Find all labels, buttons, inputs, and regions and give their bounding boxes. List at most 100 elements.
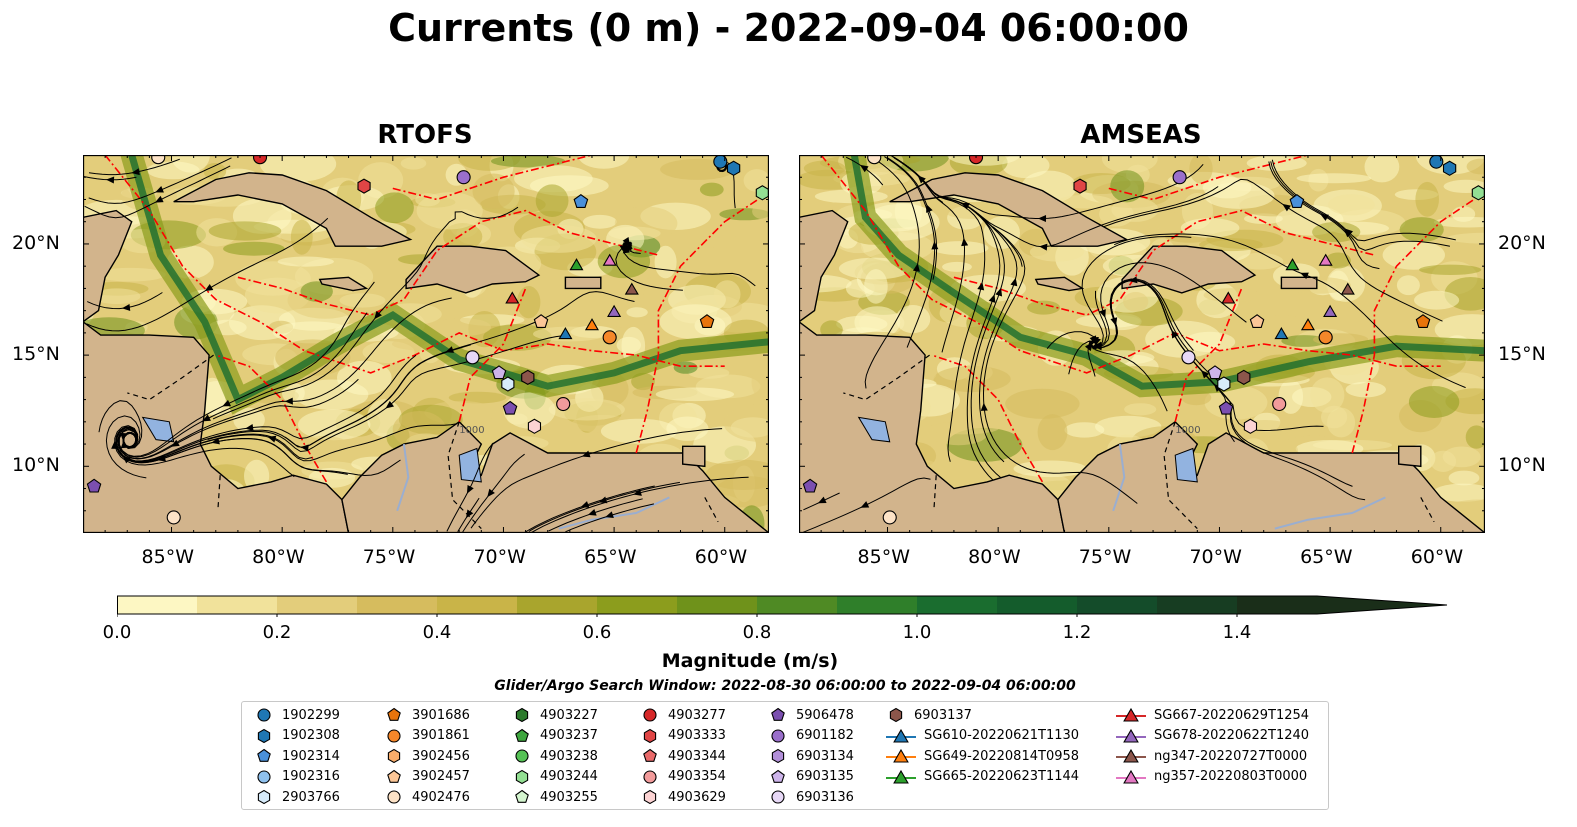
float-marker (1289, 194, 1305, 208)
float-marker (1340, 282, 1355, 295)
streamline-arrow (1171, 329, 1179, 339)
legend-item: 1902314 (254, 746, 340, 766)
colorbar-tick-label: 0.0 (102, 622, 132, 643)
colorbar-extend-arrow (1317, 596, 1447, 614)
lake (458, 447, 482, 483)
current-magnitude-patch (703, 228, 737, 249)
current-magnitude-patch (1236, 252, 1284, 270)
colorbar-segment (677, 596, 758, 614)
caribbean-current-core (128, 155, 769, 405)
legend-label: 6903134 (796, 748, 854, 764)
current-magnitude-patch (1013, 460, 1088, 478)
eez-boundary (635, 198, 759, 454)
land-cuba (889, 172, 1129, 247)
legend-label: 2903766 (282, 789, 340, 805)
streamline-arrow (222, 399, 232, 407)
legend-item: 4903255 (512, 787, 598, 807)
current-magnitude-patch (1263, 315, 1304, 334)
legend-marker-icon (387, 748, 401, 764)
current-magnitude-patch (1399, 217, 1444, 243)
eez-boundary (1108, 155, 1309, 201)
legend-item: ng347-20220727T0000 (1116, 746, 1307, 766)
streamline-arrow (267, 435, 277, 443)
legend-marker-icon (886, 769, 916, 784)
current-magnitude-patch (92, 288, 141, 304)
current-magnitude-patch (752, 203, 769, 220)
float-marker (1221, 291, 1236, 304)
legend-item: SG665-20220623T1144 (886, 767, 1079, 787)
float-marker (1300, 318, 1315, 331)
current-magnitude-patch (95, 267, 166, 282)
current-magnitude-patch (699, 182, 724, 197)
float-marker (527, 418, 542, 434)
legend-label: SG678-20220622T1240 (1154, 728, 1310, 743)
float-marker (1415, 314, 1431, 328)
land-yucatan (799, 155, 849, 323)
legend-label: 6901182 (796, 728, 854, 743)
current-magnitude-patch (1124, 403, 1157, 416)
legend-label: 1902299 (282, 707, 340, 723)
colorbar-segment (1157, 596, 1238, 614)
current-magnitude-patch (223, 241, 285, 256)
current-magnitude-patch (535, 184, 569, 217)
float-marker (1442, 160, 1457, 176)
float-marker (1272, 396, 1287, 412)
float-marker (533, 314, 549, 328)
current-magnitude-patch (931, 241, 989, 256)
streamline-arrow (980, 402, 988, 411)
streamline-arrow (977, 281, 985, 291)
current-magnitude-patch (1027, 300, 1061, 315)
depth-contour-label: 1000 (459, 425, 484, 436)
legend-marker-icon (1116, 728, 1146, 743)
streamline-arrow (1010, 277, 1018, 287)
current-magnitude-patch (277, 256, 334, 267)
streamline-arrow (284, 397, 293, 405)
lat-tick-label: 10°N (12, 454, 60, 477)
legend-item: 3901861 (384, 726, 470, 746)
lon-tick-label: 85°W (857, 546, 910, 568)
streamline-arrow (1300, 272, 1309, 280)
legend-marker-icon (643, 728, 657, 743)
float-marker (867, 155, 882, 165)
float-marker (755, 185, 769, 201)
streamline-arrow (859, 164, 869, 173)
current-magnitude-patch (521, 224, 597, 253)
current-magnitude-patch (1101, 155, 1158, 174)
legend-item: 4903227 (512, 705, 598, 725)
float-marker (802, 478, 818, 493)
colorbar-segment (517, 596, 598, 614)
float-marker (602, 253, 617, 266)
float-marker (166, 510, 181, 525)
legend-item: 4903237 (512, 726, 598, 746)
legend-marker-icon (889, 707, 903, 723)
streamline-arrow (860, 501, 870, 508)
legend-label: SG649-20220814T0958 (924, 748, 1080, 764)
current-magnitude-patch (1345, 381, 1386, 398)
legend-label: 6903136 (796, 789, 854, 805)
float-marker (1237, 369, 1251, 386)
streamline-arrow (204, 284, 214, 292)
legend-item: SG610-20220621T1130 (886, 726, 1079, 746)
legend-marker-icon (643, 789, 657, 805)
legend-marker-icon (515, 789, 529, 803)
legend-label: SG665-20220623T1144 (924, 769, 1080, 784)
current-magnitude-patch (1310, 377, 1345, 413)
river (1274, 496, 1386, 530)
country-border (843, 354, 930, 401)
current-magnitude-patch (1327, 194, 1375, 216)
legend-item: 4903244 (512, 767, 598, 787)
current-magnitude-patch (1064, 422, 1105, 438)
current-magnitude-patch (1382, 240, 1445, 270)
legend-item: 1902316 (254, 767, 340, 787)
colorbar-segment (597, 596, 678, 614)
float-marker (456, 170, 471, 185)
current-magnitude-patch (300, 281, 333, 302)
current-magnitude-patch (751, 364, 769, 401)
legend-marker-icon (515, 728, 529, 742)
current-magnitude-patch (864, 269, 888, 304)
legend-marker-icon (257, 748, 271, 762)
legend-label: 4902476 (412, 789, 470, 805)
legend-marker-icon (771, 769, 785, 783)
streamline-arrow (961, 237, 969, 247)
land-puertoRico (564, 276, 602, 290)
